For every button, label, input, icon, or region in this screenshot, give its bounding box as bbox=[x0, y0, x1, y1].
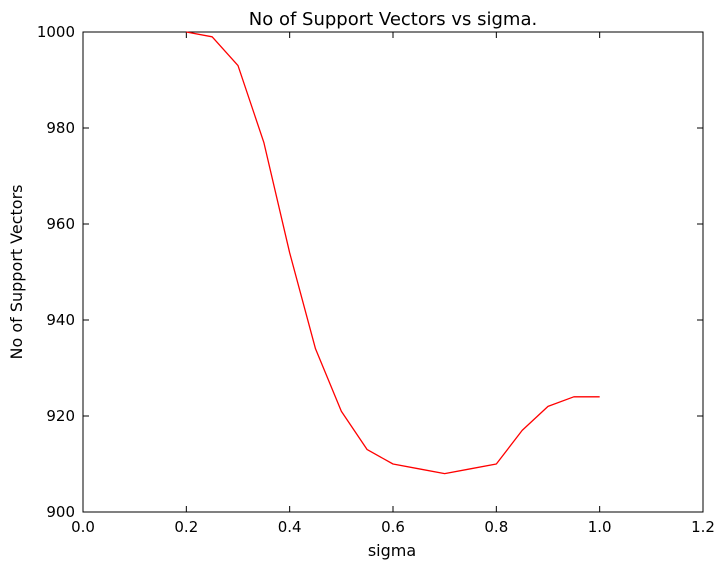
x-tick-label: 1.0 bbox=[588, 518, 612, 536]
series-line-0 bbox=[186, 31, 600, 475]
x-tick-label: 0.8 bbox=[484, 518, 508, 536]
x-tick-label: 0.2 bbox=[174, 518, 198, 536]
y-tick-label: 900 bbox=[46, 503, 75, 521]
series-group bbox=[186, 31, 600, 475]
x-axis-ticks bbox=[82, 32, 704, 512]
plot-frame bbox=[82, 31, 704, 513]
y-axis-tick-labels: 900 920 940 960 980 1000 bbox=[37, 23, 75, 521]
x-tick-label: 1.2 bbox=[691, 518, 715, 536]
y-tick-label: 940 bbox=[46, 311, 75, 329]
y-axis-label: No of Support Vectors bbox=[7, 184, 26, 359]
x-axis-tick-labels: 0.0 0.2 0.4 0.6 0.8 1.0 1.2 bbox=[71, 518, 715, 536]
y-tick-label: 960 bbox=[46, 215, 75, 233]
chart-title: No of Support Vectors vs sigma. bbox=[249, 9, 537, 30]
x-tick-label: 0.4 bbox=[278, 518, 302, 536]
y-tick-label: 980 bbox=[46, 119, 75, 137]
y-axis-ticks bbox=[83, 31, 703, 513]
plot-area: 0.0 0.2 0.4 0.6 0.8 1.0 1.2 900 920 940 960 980 100… bbox=[37, 23, 715, 536]
x-tick-label: 0.0 bbox=[71, 518, 95, 536]
x-axis-label: sigma bbox=[368, 541, 416, 560]
y-tick-label: 1000 bbox=[37, 23, 75, 41]
y-tick-label: 920 bbox=[46, 407, 75, 425]
x-tick-label: 0.6 bbox=[381, 518, 405, 536]
